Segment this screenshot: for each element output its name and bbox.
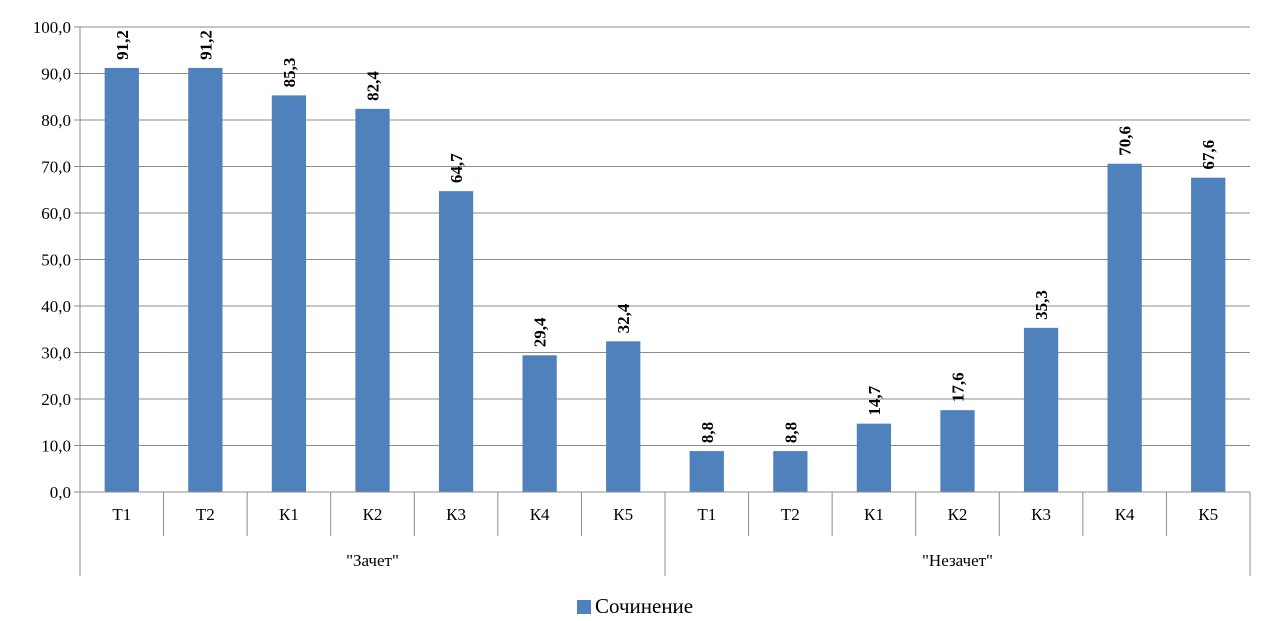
bar <box>773 451 808 492</box>
y-tick-label: 40,0 <box>41 297 71 316</box>
data-label: 14,7 <box>865 385 884 415</box>
x-tick-label: Т1 <box>112 505 131 524</box>
data-label: 82,4 <box>364 71 383 101</box>
bar <box>689 451 724 492</box>
x-tick-label: К5 <box>613 505 633 524</box>
bar <box>355 108 390 492</box>
bar <box>1023 327 1059 492</box>
x-tick-label: К2 <box>363 505 383 524</box>
data-label: 67,6 <box>1199 140 1218 170</box>
bar <box>438 191 474 492</box>
data-label: 35,3 <box>1032 290 1051 320</box>
bar <box>522 355 557 492</box>
legend-label: Сочинение <box>595 594 693 618</box>
y-tick-label: 20,0 <box>41 390 71 409</box>
group-label: "Незачет" <box>922 551 993 570</box>
x-tick-label: К2 <box>948 505 968 524</box>
legend: Сочинение <box>577 594 693 618</box>
data-label: 91,2 <box>113 30 132 60</box>
data-label: 70,6 <box>1116 126 1135 156</box>
x-tick-label: Т2 <box>196 505 215 524</box>
data-label: 32,4 <box>614 303 633 333</box>
bar <box>271 95 307 492</box>
group-label: "Зачет" <box>346 551 399 570</box>
bar <box>104 67 139 493</box>
bar <box>606 341 641 492</box>
y-tick-label: 60,0 <box>41 204 71 223</box>
y-tick-label: 70,0 <box>41 158 71 177</box>
legend-swatch <box>577 600 591 614</box>
bar <box>188 67 223 493</box>
x-tick-label: К1 <box>279 505 299 524</box>
y-tick-label: 100,0 <box>33 18 71 37</box>
bar <box>856 423 892 492</box>
bar <box>1191 177 1226 492</box>
x-tick-label: К3 <box>1031 505 1051 524</box>
bar <box>1107 163 1142 492</box>
y-tick-label: 10,0 <box>41 437 71 456</box>
y-tick-label: 80,0 <box>41 111 71 130</box>
x-axis: Т1 Т2 К1 К2 К3 К4 К5 Т1 Т2 К1 К2 К3 К4 К5 "Зачет" "Неза… <box>79 491 1251 576</box>
gridlines <box>80 26 1250 493</box>
y-tick-label: 90,0 <box>41 65 71 84</box>
data-label: 64,7 <box>447 153 466 183</box>
data-label: 8,8 <box>698 422 717 443</box>
x-tick-label: К5 <box>1198 505 1218 524</box>
y-tick-label: 50,0 <box>41 251 71 270</box>
x-tick-label: К1 <box>864 505 884 524</box>
x-tick-label: К3 <box>446 505 466 524</box>
x-tick-label: Т1 <box>697 505 716 524</box>
data-label: 17,6 <box>949 372 968 402</box>
data-label: 91,2 <box>196 30 215 60</box>
x-tick-label: К4 <box>1115 505 1135 524</box>
bar <box>940 410 975 492</box>
x-tick-label: Т2 <box>781 505 800 524</box>
data-label: 29,4 <box>531 317 550 347</box>
data-labels: 91,2 91,2 85,3 82,4 64,7 29,4 32,4 8,8 8,8 14,7 17… <box>113 30 1218 443</box>
x-tick-label: К4 <box>530 505 550 524</box>
bars <box>104 67 1226 493</box>
y-tick-label: 0,0 <box>50 483 71 502</box>
y-tick-label: 30,0 <box>41 344 71 363</box>
data-label: 85,3 <box>280 58 299 88</box>
data-label: 8,8 <box>781 422 800 443</box>
y-axis: 0,0 10,0 20,0 30,0 40,0 50,0 60,0 70,0 80,0 90,0 1… <box>33 18 81 502</box>
